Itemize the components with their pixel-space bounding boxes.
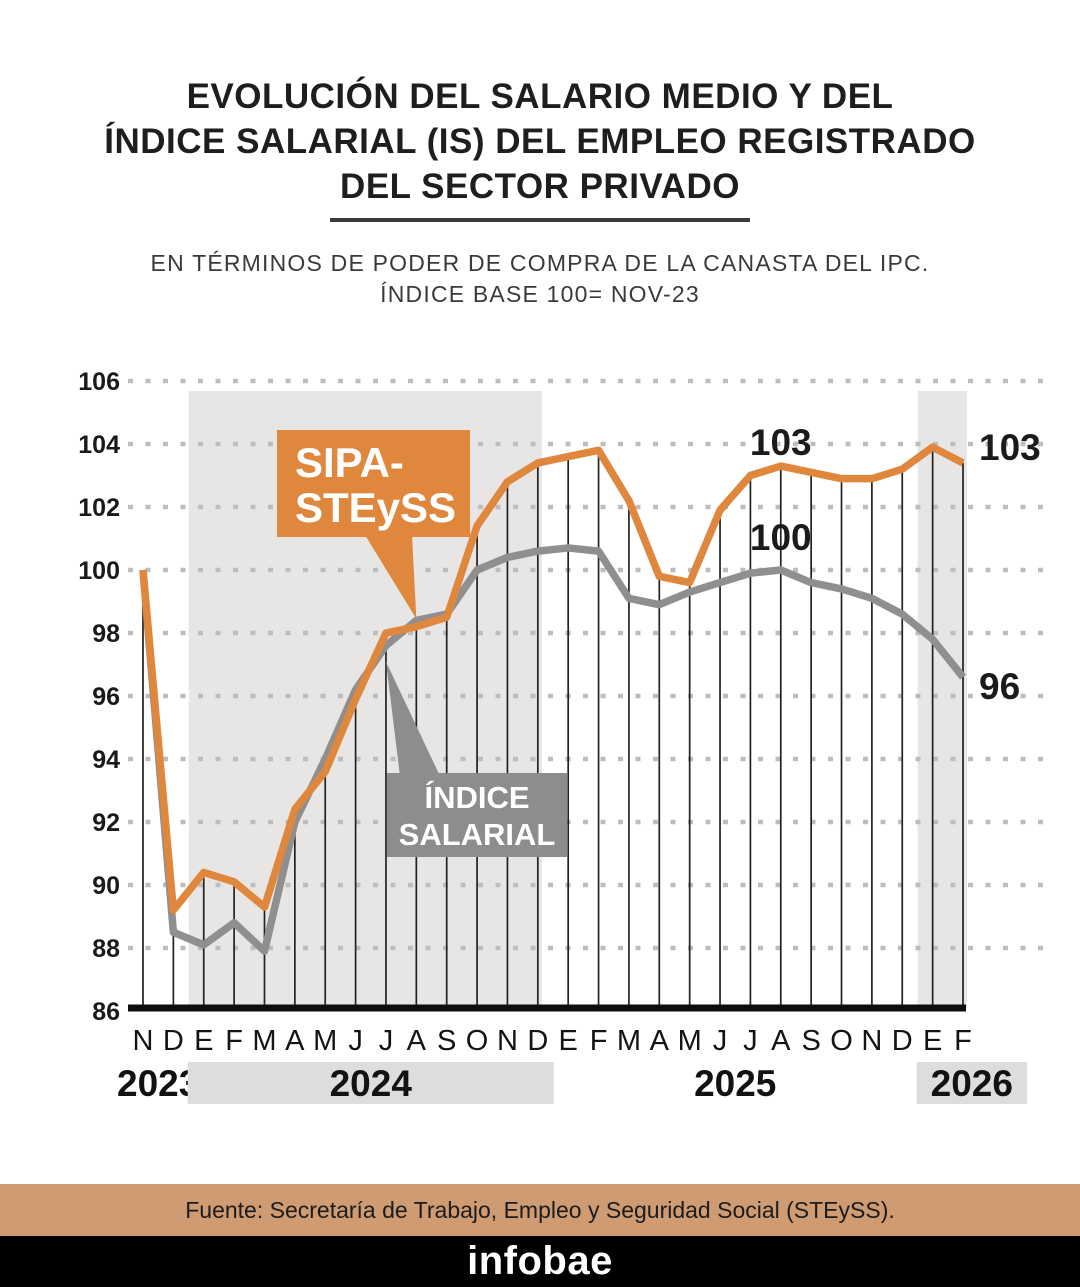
value-label-96: 96 xyxy=(979,666,1020,707)
y-axis-labels: 106 104 102 100 98 96 94 92 90 88 86 xyxy=(78,368,120,1026)
month-label-5: A xyxy=(285,1025,305,1057)
year-labels: 2023 2024 2025 2026 xyxy=(117,1062,1027,1104)
y-tick-90: 90 xyxy=(92,872,120,900)
month-label-24: N xyxy=(861,1025,882,1057)
month-label-21: A xyxy=(771,1025,791,1057)
y-tick-102: 102 xyxy=(78,494,120,522)
title-line-3: DEL SECTOR PRIVADO xyxy=(340,167,740,206)
month-label-3: F xyxy=(225,1025,243,1057)
highlight-band-2026 xyxy=(917,391,967,1008)
month-label-27: F xyxy=(954,1025,972,1057)
sipa-callout-box xyxy=(277,430,470,537)
y-tick-106: 106 xyxy=(78,368,120,396)
month-label-6: M xyxy=(313,1025,337,1057)
chart-subtitle: EN TÉRMINOS DE PODER DE COMPRA DE LA CAN… xyxy=(0,248,1080,310)
gridlines xyxy=(128,378,1044,951)
year-label-2023: 2023 xyxy=(117,1063,199,1104)
infobae-logo: infobae xyxy=(0,1236,1080,1287)
source-text: Fuente: Secretaría de Trabajo, Empleo y … xyxy=(185,1196,895,1223)
month-label-23: O xyxy=(830,1025,853,1057)
year-label-2026: 2026 xyxy=(931,1063,1013,1104)
series-line-sipa-steyss xyxy=(139,443,965,914)
month-label-9: A xyxy=(407,1025,427,1057)
drop-lines xyxy=(142,447,964,1008)
value-annotations: 103 100 103 96 xyxy=(750,422,1041,707)
month-label-1: D xyxy=(163,1025,184,1057)
series-line--ndice-salarial xyxy=(139,544,966,955)
month-label-7: J xyxy=(348,1025,363,1057)
year-band-2026 xyxy=(916,1062,1027,1104)
month-label-20: J xyxy=(743,1025,758,1057)
chart-header: EVOLUCIÓN DEL SALARIO MEDIO Y DEL ÍNDICE… xyxy=(0,74,1080,310)
sipa-callout-pointer xyxy=(365,535,417,619)
month-label-17: A xyxy=(650,1025,670,1057)
indice-callout-label-line-1: ÍNDICE xyxy=(424,780,529,815)
value-label-100: 100 xyxy=(750,517,812,558)
y-tick-88: 88 xyxy=(92,935,120,963)
month-label-15: F xyxy=(590,1025,608,1057)
y-tick-98: 98 xyxy=(92,620,120,648)
subtitle-line-2: ÍNDICE BASE 100= NOV-23 xyxy=(380,281,700,307)
month-label-11: O xyxy=(466,1025,489,1057)
subtitle-line-1: EN TÉRMINOS DE PODER DE COMPRA DE LA CAN… xyxy=(150,250,930,276)
indice-callout-pointer xyxy=(385,661,440,776)
month-label-13: D xyxy=(527,1025,548,1057)
sipa-callout-label-line-1: SIPA- xyxy=(295,439,404,486)
y-tick-92: 92 xyxy=(92,809,120,837)
y-tick-94: 94 xyxy=(92,746,120,774)
y-tick-86: 86 xyxy=(92,998,120,1026)
month-label-14: E xyxy=(559,1025,578,1057)
indice-callout-label-line-2: SALARIAL xyxy=(399,817,556,852)
month-label-16: M xyxy=(617,1025,641,1057)
month-label-10: S xyxy=(437,1025,456,1057)
month-label-26: E xyxy=(923,1025,942,1057)
month-label-25: D xyxy=(892,1025,913,1057)
year-band-2024 xyxy=(187,1062,554,1104)
value-label-103: 103 xyxy=(750,422,812,463)
sipa-callout: SIPA-STEySS xyxy=(277,430,470,619)
month-label-0: N xyxy=(133,1025,154,1057)
year-label-2024: 2024 xyxy=(330,1063,413,1104)
sipa-callout-label-line-2: STEySS xyxy=(295,484,456,531)
title-line-1: EVOLUCIÓN DEL SALARIO MEDIO Y DEL xyxy=(186,77,894,116)
month-label-2: E xyxy=(194,1025,213,1057)
month-label-22: S xyxy=(801,1025,820,1057)
source-band: Fuente: Secretaría de Trabajo, Empleo y … xyxy=(0,1184,1080,1236)
y-tick-100: 100 xyxy=(78,557,120,585)
month-label-4: M xyxy=(252,1025,276,1057)
salary-evolution-chart: SIPA-STEySSÍNDICESALARIAL103100103961061… xyxy=(78,368,1044,1104)
page-title: EVOLUCIÓN DEL SALARIO MEDIO Y DEL ÍNDICE… xyxy=(0,74,1080,209)
year-label-2025: 2025 xyxy=(694,1063,776,1104)
title-underline xyxy=(330,218,750,222)
series-lines xyxy=(139,443,966,955)
month-label-8: J xyxy=(379,1025,394,1057)
y-tick-104: 104 xyxy=(78,431,120,459)
value-label-103: 103 xyxy=(979,427,1041,468)
month-label-12: N xyxy=(497,1025,518,1057)
indice-callout-box xyxy=(387,773,567,857)
month-label-19: J xyxy=(713,1025,728,1057)
title-line-2: ÍNDICE SALARIAL (IS) DEL EMPLEO REGISTRA… xyxy=(104,122,976,161)
month-label-18: M xyxy=(678,1025,702,1057)
y-tick-96: 96 xyxy=(92,683,120,711)
brand-text: infobae xyxy=(467,1239,613,1283)
